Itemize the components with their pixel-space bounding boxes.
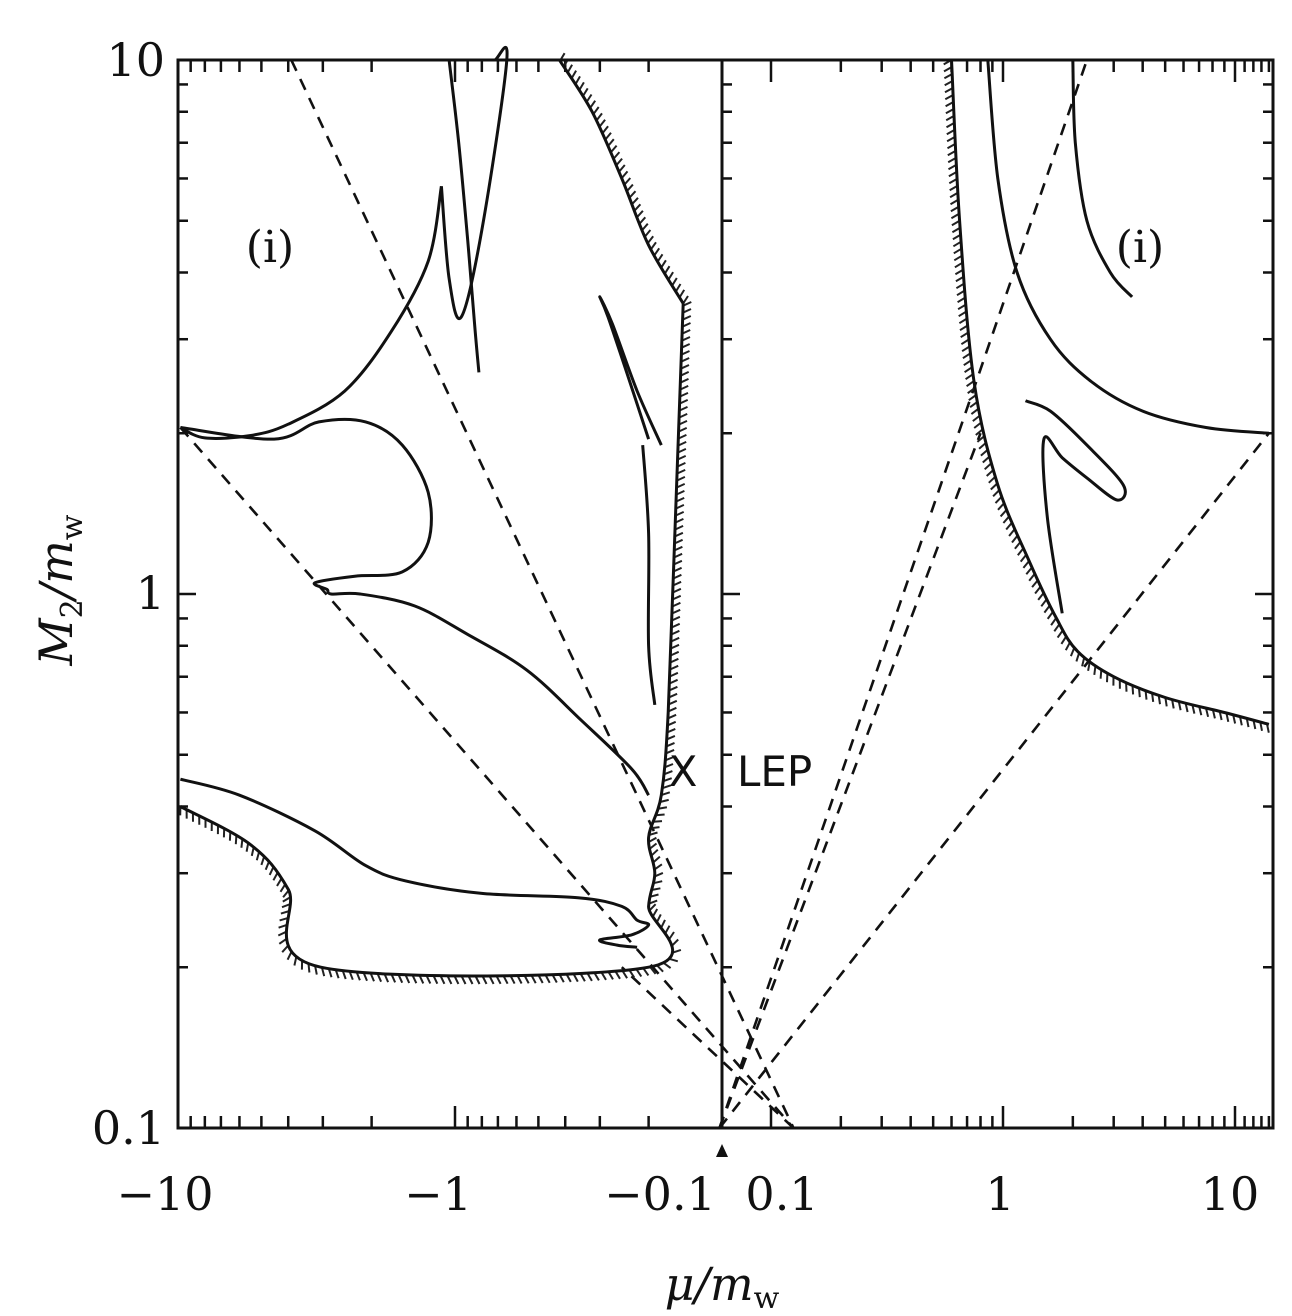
series-solid-6: [179, 186, 443, 440]
hatch-13-124: [668, 685, 678, 692]
y-tick-label-1: 1: [136, 566, 165, 620]
y-axis-title-mid: /m: [29, 540, 83, 603]
x-axis-title: μ/mw: [665, 1257, 780, 1316]
series-hatched-14: [558, 59, 685, 305]
hatch-13-126: [669, 671, 679, 678]
marker-label-x: X: [669, 747, 698, 796]
origin-marker: [716, 1144, 728, 1157]
plot-frame: [176, 58, 1275, 1130]
x-tick-label-10: 10: [1201, 1167, 1260, 1221]
x-tick-label-0.1: 0.1: [745, 1167, 818, 1221]
hatch-13-129: [670, 650, 680, 657]
y-axis-title-main: M: [29, 617, 83, 667]
hatch-15-55: [978, 442, 987, 450]
series-dashed-5: [718, 432, 982, 1129]
curves: [179, 46, 1270, 978]
hatch-13-114: [664, 756, 674, 762]
series-solid-16: [986, 59, 1270, 435]
hatch-13-125: [669, 678, 679, 685]
series-solid-8: [447, 59, 481, 373]
series-solid-11: [641, 444, 657, 706]
series-solid-12: [180, 777, 651, 949]
marker-label-lep: LEP: [737, 747, 812, 796]
hatch-13-127: [669, 664, 679, 671]
hatch-13-113: [664, 763, 674, 769]
hatch-15-38: [959, 324, 969, 332]
y-tick-label-0.1: 0.1: [92, 1101, 165, 1155]
hatch-15-52: [973, 421, 982, 429]
hatch-15-53: [975, 428, 984, 436]
series-solid-10: [598, 295, 663, 446]
series-dashed-4: [718, 432, 1270, 1129]
dashed-lines: [179, 59, 1270, 1129]
series-solid-9: [180, 417, 650, 797]
series-dashed-0: [179, 426, 795, 1129]
y-tick-label-10: 10: [106, 33, 165, 87]
hatch-13-128: [669, 657, 679, 664]
x-tick-label-neg10: −10: [116, 1167, 213, 1221]
tick-marks: [178, 58, 1273, 1130]
series-hatched-15: [950, 59, 1270, 726]
x-tick-label-neg0.1: −0.1: [604, 1167, 716, 1221]
x-tick-label-neg1: −1: [404, 1167, 472, 1221]
hatch-13-133: [671, 622, 681, 629]
y-axis-title-sub2: w: [55, 514, 90, 540]
region-label-left: (i): [246, 222, 294, 273]
x-axis-title-sub: w: [754, 1281, 780, 1316]
y-axis-title: M2/mw: [29, 514, 90, 666]
hatch-15-54: [976, 435, 985, 443]
series-hatched-13: [179, 303, 685, 978]
series-solid-17: [1071, 59, 1134, 298]
series-dashed-2: [620, 966, 795, 1129]
series-solid-18: [1024, 399, 1127, 614]
y-axis-title-sub1: 2: [55, 599, 90, 618]
series-dashed-1: [290, 59, 795, 1129]
x-axis-title-main: μ/m: [665, 1257, 754, 1311]
region-label-right: (i): [1116, 222, 1164, 273]
hatch-marks: [179, 52, 1270, 985]
series-dashed-3: [718, 59, 1089, 1129]
x-tick-label-1: 1: [985, 1167, 1014, 1221]
hatch-13-131: [670, 636, 680, 643]
hatch-13-130: [670, 643, 680, 650]
